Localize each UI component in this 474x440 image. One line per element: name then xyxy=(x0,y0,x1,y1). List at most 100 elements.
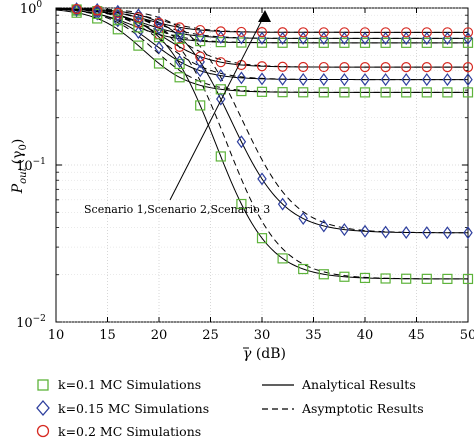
annotation-text: Scenario 1,Scenario 2,Scenario 3 xyxy=(84,203,270,216)
marker-square xyxy=(318,37,329,48)
marker-diamond xyxy=(319,219,329,233)
marker-square xyxy=(298,263,309,275)
legend-k015-label: k=0.15 MC Simulations xyxy=(58,401,209,416)
marker-square xyxy=(339,87,350,98)
marker-circle xyxy=(256,27,268,38)
marker-diamond xyxy=(360,73,370,87)
marker-diamond xyxy=(257,72,267,86)
marker-square xyxy=(215,151,226,162)
curves xyxy=(56,8,468,280)
legend-k02: k=0.2 MC Simulations xyxy=(36,424,201,439)
marker-square xyxy=(462,87,474,98)
marker-square xyxy=(401,37,412,48)
legend-k02-marker xyxy=(36,424,50,438)
x-axis-label: γ (dB) xyxy=(243,346,286,362)
annotation-arrow-head xyxy=(258,10,271,22)
marker-diamond xyxy=(236,71,247,85)
x-tick-label: 45 xyxy=(408,328,425,343)
analytical-curve-k015-s2 xyxy=(56,8,468,81)
marker-square xyxy=(442,37,453,48)
marker-square xyxy=(277,253,288,264)
marker-square xyxy=(380,273,391,284)
x-label-rest: (dB) xyxy=(251,346,286,362)
marker-circle xyxy=(359,62,371,73)
marker-diamond xyxy=(113,8,123,22)
marker-circle xyxy=(339,27,350,38)
marker-circle xyxy=(442,62,453,73)
marker-circle xyxy=(153,17,165,28)
legend-analytical-label: Analytical Results xyxy=(301,377,416,392)
markers xyxy=(71,2,474,285)
marker-square xyxy=(442,273,453,285)
marker-circle xyxy=(462,62,474,73)
marker-square xyxy=(421,273,432,284)
marker-circle xyxy=(215,26,226,37)
marker-circle xyxy=(298,27,309,38)
marker-square xyxy=(133,40,144,51)
marker-square xyxy=(380,87,391,98)
analytical-curve-k01-s1 xyxy=(56,8,468,44)
y-label-argsub: 0 xyxy=(18,144,29,150)
marker-diamond xyxy=(422,73,432,87)
marker-square xyxy=(318,269,329,280)
marker-circle xyxy=(318,27,329,38)
marker-circle xyxy=(298,61,309,73)
marker-diamond xyxy=(298,212,308,226)
marker-circle xyxy=(256,61,268,72)
x-label-symbol: γ xyxy=(243,346,252,362)
marker-diamond xyxy=(133,14,144,29)
marker-square xyxy=(339,37,350,48)
marker-square xyxy=(401,273,412,284)
legend-asymptotic-label: Asymptotic Results xyxy=(301,401,424,416)
marker-diamond xyxy=(133,8,144,22)
marker-circle xyxy=(401,62,412,73)
marker-square xyxy=(359,37,371,48)
marker-circle xyxy=(421,27,432,38)
marker-square xyxy=(112,14,123,25)
legend-k015: k=0.15 MC Simulations xyxy=(36,400,209,416)
x-tick-label: 40 xyxy=(357,328,374,343)
y-label-close: ) xyxy=(10,139,26,144)
marker-square xyxy=(442,87,453,98)
marker-diamond xyxy=(174,55,185,69)
x-tick-label: 10 xyxy=(48,328,65,343)
marker-square xyxy=(277,87,288,98)
marker-square xyxy=(236,85,247,97)
legend-k01: k=0.1 MC Simulations xyxy=(37,377,201,392)
marker-square xyxy=(421,87,432,98)
marker-square xyxy=(462,273,474,285)
analytical-curve-k015-s3 xyxy=(56,8,468,234)
marker-square xyxy=(236,37,247,48)
marker-diamond xyxy=(442,73,453,87)
svg-text:Pout(γ0): Pout(γ0) xyxy=(10,139,29,195)
marker-diamond xyxy=(195,64,205,78)
marker-square xyxy=(298,37,309,48)
marker-circle xyxy=(442,27,453,38)
marker-diamond xyxy=(401,73,411,87)
marker-square xyxy=(133,22,144,33)
x-tick-label: 30 xyxy=(254,328,271,343)
marker-diamond xyxy=(298,72,308,86)
marker-square xyxy=(298,87,309,98)
marker-square xyxy=(215,84,226,95)
marker-diamond xyxy=(71,2,82,17)
legend-k01-label: k=0.1 MC Simulations xyxy=(58,377,201,392)
marker-circle xyxy=(277,27,288,38)
marker-diamond xyxy=(339,73,350,87)
marker-circle xyxy=(462,27,474,38)
marker-square xyxy=(195,36,206,47)
marker-diamond xyxy=(236,135,247,149)
marker-square xyxy=(153,58,165,69)
marker-circle xyxy=(359,27,371,38)
marker-diamond xyxy=(133,25,144,40)
marker-circle xyxy=(215,57,226,68)
marker-square xyxy=(462,37,474,48)
x-tick-label: 15 xyxy=(99,328,116,343)
y-label-arg: (γ xyxy=(10,151,26,165)
marker-diamond xyxy=(154,41,164,55)
marker-circle xyxy=(112,7,123,19)
marker-square xyxy=(277,37,288,48)
marker-diamond xyxy=(360,224,370,238)
marker-diamond xyxy=(463,73,473,87)
gridlines xyxy=(56,7,468,323)
